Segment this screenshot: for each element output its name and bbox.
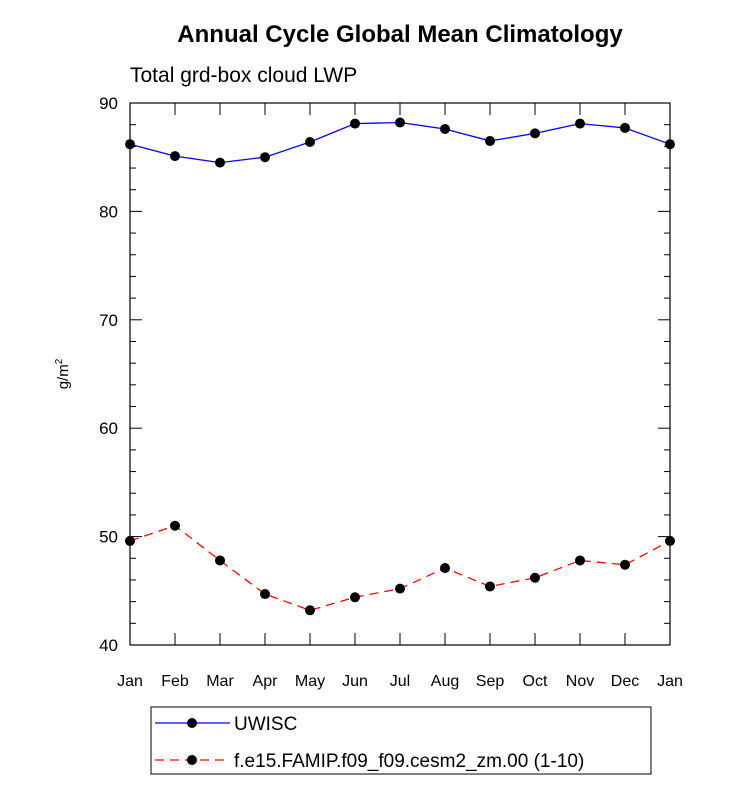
x-tick-label: Oct [523, 673, 548, 690]
data-point [620, 559, 630, 570]
y-axis-label: g/m2 [54, 358, 72, 389]
x-tick-label: Nov [566, 673, 594, 690]
x-tick-label: Jul [390, 673, 410, 690]
data-point [215, 157, 225, 168]
data-point [350, 592, 360, 603]
data-point [530, 572, 540, 583]
y-tick-label: 70 [99, 311, 118, 330]
x-tick-labels: Jan Feb Mar Apr May Jun Jul Aug Sep Oct Nov Dec Jan [117, 673, 683, 690]
x-tick-label: Sep [476, 673, 505, 690]
series-0 [125, 117, 675, 168]
x-tick-label: Jun [342, 673, 368, 690]
legend-label: UWISC [234, 714, 297, 735]
data-point [665, 139, 675, 150]
legend-marker [187, 718, 197, 728]
data-point [395, 117, 405, 128]
legend-box [150, 706, 652, 775]
x-tick-label: Mar [206, 673, 234, 690]
data-point [620, 122, 630, 133]
data-point [440, 563, 450, 574]
data-point [350, 118, 360, 129]
data-point [575, 118, 585, 129]
y-tick-labels: 40 50 60 70 80 90 [99, 94, 118, 655]
chart-subtitle: Total grd-box cloud LWP [130, 64, 357, 87]
x-tick-label: Feb [161, 673, 189, 690]
legend-marker [187, 755, 197, 765]
y-tick-label: 50 [99, 528, 118, 547]
x-tick-label: May [295, 673, 325, 690]
legend-item: f.e15.FAMIP.f09_f09.cesm2_zm.00 (1-10) [155, 751, 584, 772]
series-layer [125, 117, 675, 616]
series-1 [125, 520, 675, 616]
data-point [485, 581, 495, 592]
data-point [665, 535, 675, 546]
legend-item: UWISC [155, 714, 297, 735]
axis-ticks [129, 102, 671, 646]
y-tick-label: 60 [99, 419, 118, 438]
legend: UWISC f.e15.FAMIP.f09_f09.cesm2_zm.00 (1-… [150, 706, 652, 775]
data-point [530, 128, 540, 139]
data-point [260, 589, 270, 600]
chart-title: Annual Cycle Global Mean Climatology [177, 21, 623, 48]
data-point [485, 135, 495, 146]
y-axis-label-text: g/m [55, 364, 72, 389]
y-tick-label: 90 [99, 94, 118, 113]
x-tick-label: Apr [253, 673, 279, 690]
data-point [575, 555, 585, 566]
svg-text:g/m2: g/m2 [54, 358, 72, 389]
x-tick-label: Jan [117, 673, 143, 690]
y-tick-label: 40 [99, 636, 118, 655]
data-point [170, 151, 180, 162]
y-axis-label-superscript: 2 [54, 358, 65, 364]
data-point [170, 520, 180, 531]
x-tick-label: Dec [611, 673, 639, 690]
plot-border [129, 102, 671, 646]
y-tick-label: 80 [99, 202, 118, 221]
x-tick-label: Jan [657, 673, 683, 690]
data-point [125, 139, 135, 150]
data-point [305, 137, 315, 148]
legend-label: f.e15.FAMIP.f09_f09.cesm2_zm.00 (1-10) [234, 751, 584, 772]
data-point [125, 535, 135, 546]
series-line [129, 525, 671, 611]
series-line [129, 121, 671, 164]
data-point [260, 152, 270, 163]
data-point [395, 583, 405, 594]
plot-area [129, 102, 671, 646]
data-point [215, 555, 225, 566]
x-tick-label: Aug [431, 673, 459, 690]
data-point [440, 124, 450, 135]
data-point [305, 605, 315, 616]
